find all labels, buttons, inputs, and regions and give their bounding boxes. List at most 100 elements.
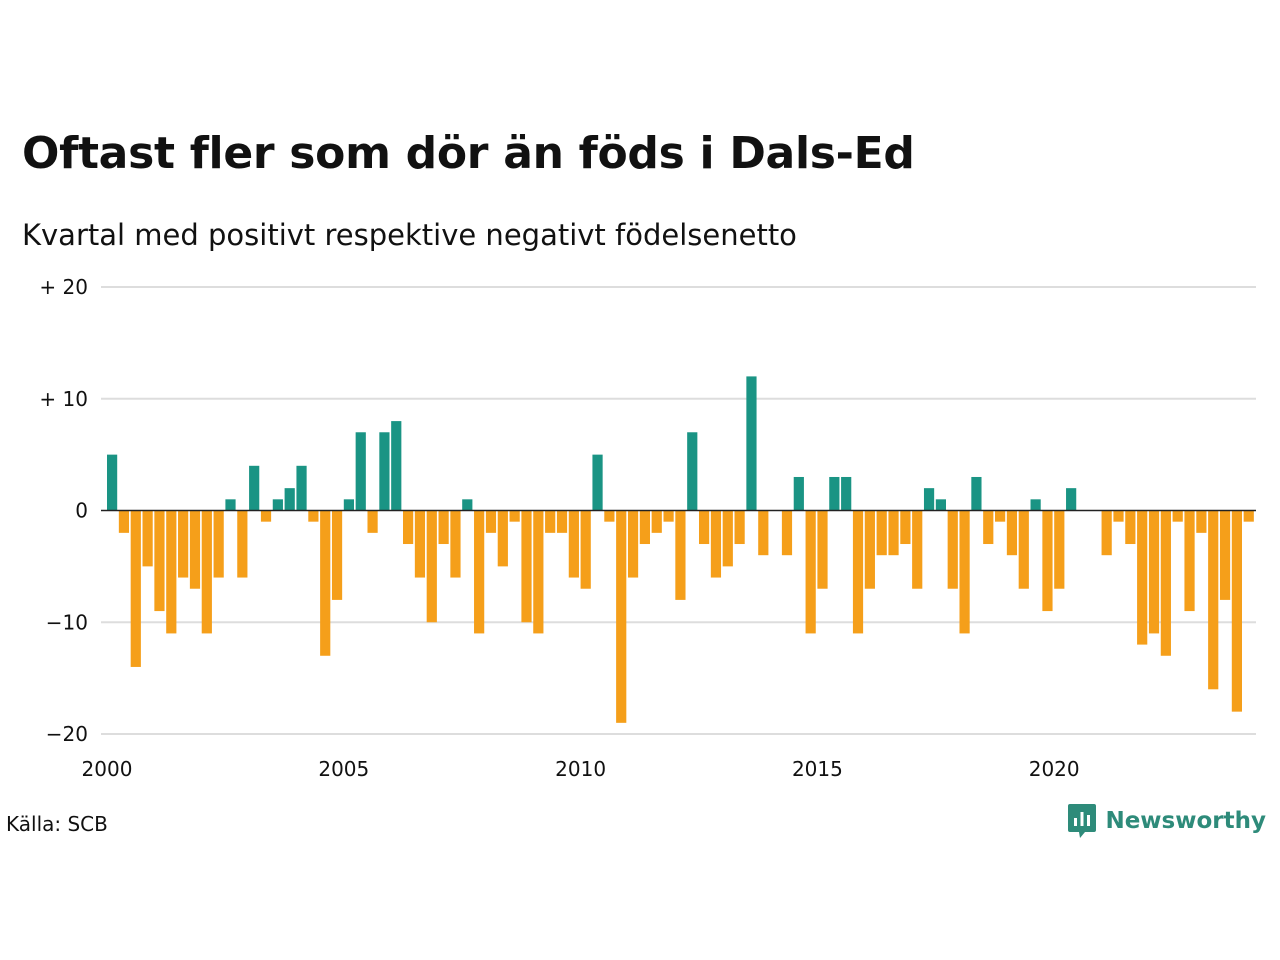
bar	[521, 510, 532, 623]
bar	[391, 421, 402, 511]
bar	[971, 476, 982, 511]
bar	[876, 510, 887, 556]
y-tick-label: −10	[46, 610, 88, 634]
bar	[509, 510, 520, 522]
bar	[1113, 510, 1124, 522]
bar	[107, 454, 118, 511]
bar	[355, 432, 366, 511]
bar	[414, 510, 426, 578]
brand-logo: Newsworthy	[1067, 803, 1266, 839]
bar	[1148, 510, 1160, 634]
bar	[130, 510, 141, 667]
x-tick-label: 2005	[318, 757, 369, 781]
bar	[604, 510, 615, 522]
bar	[1137, 510, 1148, 645]
bar	[249, 465, 260, 511]
bar	[438, 510, 449, 545]
bar	[1054, 510, 1065, 589]
bar	[710, 510, 722, 578]
bar	[722, 510, 733, 567]
bar	[450, 510, 461, 578]
bar	[651, 510, 662, 533]
bar	[900, 510, 911, 545]
bar	[947, 510, 958, 589]
bar	[983, 510, 994, 545]
bar	[592, 454, 603, 511]
bar	[1160, 510, 1171, 656]
bar	[178, 510, 189, 578]
y-tick-label: + 20	[39, 275, 88, 299]
bar	[1125, 510, 1136, 545]
bar	[687, 432, 698, 511]
y-tick-label: + 10	[39, 387, 88, 411]
newsworthy-logo-icon	[1068, 804, 1097, 838]
chart-title: Oftast fler som dör än föds i Dals-Ed	[22, 128, 915, 179]
bar	[367, 510, 378, 533]
bar	[296, 465, 307, 511]
bar	[1184, 510, 1195, 612]
bar	[699, 510, 710, 545]
bar	[426, 510, 437, 623]
bar	[556, 510, 568, 533]
x-axis-ticks: 2000 2005 2010 2015 2020	[82, 757, 1080, 781]
y-axis-ticks: + 20 + 10 0 −10 −20	[39, 275, 88, 746]
bar	[1018, 510, 1029, 589]
y-tick-label: 0	[75, 499, 88, 523]
bar	[154, 510, 165, 612]
bar	[201, 510, 212, 634]
bar	[817, 510, 828, 589]
bar	[403, 510, 414, 545]
bar	[1231, 510, 1242, 712]
bar	[675, 510, 686, 600]
bar	[1042, 510, 1053, 612]
bar	[1006, 510, 1018, 556]
bar	[497, 510, 508, 567]
bar	[852, 510, 864, 634]
bar	[912, 510, 923, 589]
bar	[923, 488, 935, 511]
bar	[308, 510, 319, 522]
bar	[888, 510, 899, 556]
bar	[616, 510, 627, 723]
bar	[829, 476, 840, 511]
bar	[758, 510, 769, 556]
bar	[627, 510, 639, 578]
bar	[272, 499, 283, 511]
bar	[1066, 488, 1077, 511]
bar	[225, 499, 236, 511]
bar	[580, 510, 591, 589]
bar	[639, 510, 650, 545]
bar	[1208, 510, 1219, 690]
bar	[260, 510, 272, 522]
bar	[663, 510, 674, 522]
gridlines	[101, 286, 1256, 735]
bar	[959, 510, 970, 634]
bar	[331, 510, 343, 600]
brand-name: Newsworthy	[1105, 808, 1266, 834]
bar	[1172, 510, 1183, 522]
x-tick-label: 2010	[555, 757, 606, 781]
source-note: Källa: SCB	[6, 812, 108, 836]
bar	[189, 510, 201, 589]
bar	[320, 510, 331, 656]
bar	[1101, 510, 1112, 556]
bar	[793, 476, 804, 511]
bar	[841, 476, 852, 511]
bar	[545, 510, 556, 533]
y-tick-label: −20	[46, 722, 88, 746]
bar	[568, 510, 579, 578]
x-tick-label: 2000	[82, 757, 133, 781]
bar	[1243, 510, 1254, 522]
bar	[1219, 510, 1231, 600]
bar	[781, 510, 793, 556]
bar	[746, 376, 757, 511]
bar	[805, 510, 816, 634]
x-tick-label: 2015	[792, 757, 843, 781]
bar	[1030, 499, 1041, 511]
bar	[734, 510, 745, 545]
bar	[864, 510, 875, 589]
bar	[237, 510, 248, 578]
bar	[284, 488, 295, 511]
bar	[343, 499, 354, 511]
